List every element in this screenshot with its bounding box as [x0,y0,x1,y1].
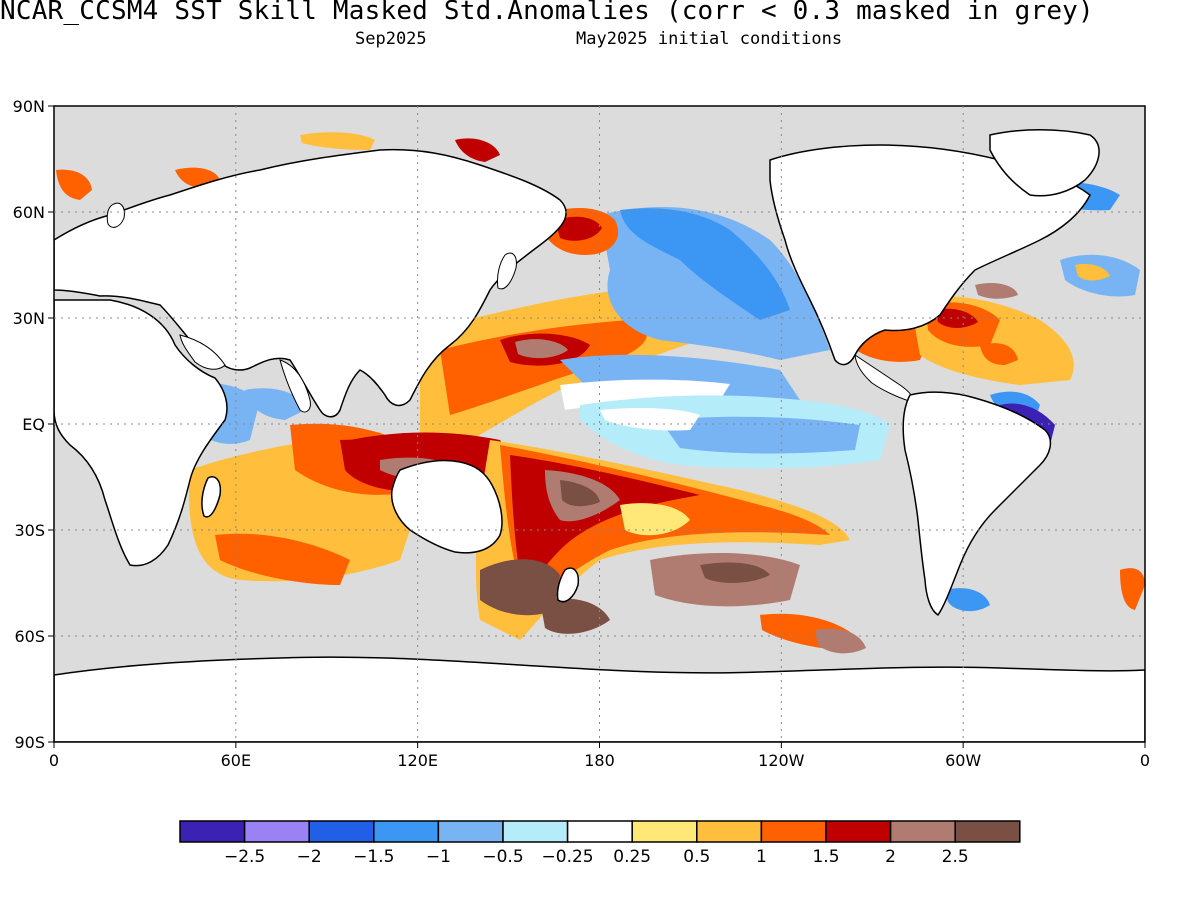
anomaly-patch [1075,264,1110,281]
colorbar-tick-label: 1.5 [812,847,839,867]
colorbar-tick-label: −0.25 [542,847,594,867]
anomaly-patch [555,216,602,241]
colorbar-swatch [696,820,763,843]
anomaly-patch [56,169,92,200]
colorbar-swatch [502,820,569,843]
uk-landmass [106,202,125,228]
y-tick-label: EQ [22,415,45,434]
madagascar-landmass [201,476,222,518]
colorbar-labels: −2.5 −2 −1.5 −1 −0.5 −0.25 0.25 0.5 1 1.5 2 2.5 [224,847,969,867]
gridlines [54,106,1145,742]
colorbar-swatch [373,820,440,843]
colorbar-swatch [243,820,310,843]
colorbar-swatch [954,820,1021,843]
africa-landmass [54,299,228,567]
anomaly-patch [455,138,500,162]
colorbar-tick-label: −2 [297,847,322,867]
colorbar-swatch [308,820,375,843]
y-tick-label: 60N [13,203,45,222]
anomaly-patch [560,480,600,507]
anomaly-patch [480,559,560,616]
colorbar-swatch [437,820,504,843]
anomaly-patch [440,320,647,415]
x-tick-label: 120W [758,751,805,770]
anomaly-patch [620,208,790,320]
colorbar-tick-label: 1 [756,847,767,867]
y-tick-label: 90S [14,733,45,752]
anomaly-patch [540,598,610,634]
colorbar-swatch [825,820,892,843]
anomaly-patch [660,416,860,454]
new-zealand-landmass [556,567,580,603]
y-tick-label: 30S [14,521,45,540]
colorbar-tick-label: −0.5 [482,847,523,867]
y-tick-label: 30N [13,309,45,328]
colorbar-swatch [631,820,698,843]
x-tick-label: 120E [397,751,438,770]
valid-month-label: Sep2025 [355,29,427,49]
colorbar-tick-label: −2.5 [224,847,265,867]
x-tick-label: 0 [49,751,59,770]
anomaly-patch [620,503,690,536]
colorbar-swatch [566,820,633,843]
x-tick-label: 60E [221,751,251,770]
land-layer [54,129,1145,742]
colorbar-tick-label: 2 [885,847,896,867]
anomaly-patch [515,339,568,359]
anomaly-patch [975,283,1018,299]
anomaly-patch [935,308,978,328]
map-title: NCAR_CCSM4 SST Skill Masked Std.Anomalie… [0,0,1094,26]
x-tick-label: 60W [945,751,981,770]
colorbar-tick-label: 0.25 [613,847,651,867]
anomaly-patch [215,533,350,585]
y-tick-label: 90N [13,97,45,116]
colorbar-tick-label: −1 [426,847,451,867]
colorbar-boxes [179,820,1021,843]
anomaly-patch [700,562,770,583]
colorbar-tick-label: −1.5 [353,847,394,867]
colorbar-tick-label: 0.5 [683,847,710,867]
antarctica-landmass [54,656,1145,742]
colorbar-swatch [760,820,827,843]
y-axis: 90S 60S 30S EQ 30N 60N 90N [13,97,54,752]
south-america-landmass [902,391,1052,617]
x-tick-label: 180 [584,751,615,770]
colorbar-swatch [179,820,246,843]
colorbar-tick-label: 2.5 [942,847,969,867]
japan-landmass [497,252,517,290]
north-america-landmass [769,144,1091,366]
arabia-landmass [179,334,226,370]
x-tick-label: 0 [1140,751,1150,770]
initial-conditions-label: May2025 initial conditions [576,29,843,49]
anomaly-patch [300,132,375,150]
india-landmass [279,359,311,413]
anomaly-patch [1120,568,1145,610]
y-tick-label: 60S [14,627,45,646]
anomaly-patch [600,407,700,431]
anomaly-patch [945,588,990,612]
greenland-landmass [989,129,1100,197]
x-axis: 0 60E 120E 180 120W 60W 0 [49,742,1150,770]
anomaly-patch [245,388,305,420]
anomaly-patch [815,628,866,654]
colorbar-swatch [889,820,956,843]
anomaly-patch [980,343,1018,365]
